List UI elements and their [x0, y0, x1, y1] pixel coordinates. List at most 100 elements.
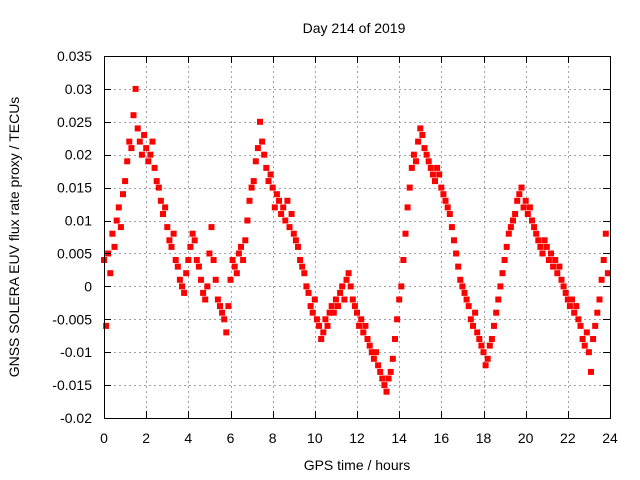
data-point — [480, 349, 487, 356]
data-point — [324, 322, 331, 329]
data-point — [244, 217, 251, 224]
y-tick-labels: -0.02 -0.015 -0.01 -0.005 0 0.005 0.01 0.015 0.0… — [52, 48, 92, 426]
data-point — [493, 309, 500, 316]
data-point — [217, 303, 223, 310]
data-point — [569, 296, 575, 303]
data-point — [535, 237, 542, 244]
data-point — [259, 138, 266, 145]
x-axis-label: GPS time / hours — [304, 457, 411, 473]
data-point — [524, 211, 531, 217]
data-point — [491, 322, 497, 329]
data-point — [227, 276, 234, 283]
data-point — [602, 230, 609, 237]
data-point — [166, 237, 173, 244]
data-point — [282, 217, 289, 224]
data-point — [507, 224, 514, 231]
data-point — [176, 276, 183, 283]
data-point — [198, 276, 204, 283]
data-point — [368, 349, 375, 356]
data-point — [214, 296, 221, 303]
axis-ticks — [104, 56, 611, 419]
data-point — [482, 362, 489, 369]
data-point — [276, 197, 282, 204]
y-tick-label: 0.005 — [57, 245, 92, 261]
data-point — [189, 230, 196, 237]
data-point — [242, 237, 249, 244]
data-point — [583, 329, 590, 336]
data-point — [370, 355, 377, 362]
data-point — [381, 382, 388, 389]
data-point — [486, 342, 493, 349]
data-point — [377, 368, 384, 375]
data-point — [427, 164, 434, 171]
data-points — [101, 85, 611, 395]
data-point — [115, 204, 122, 211]
data-point — [231, 263, 238, 270]
y-tick-label: 0.03 — [65, 81, 92, 97]
data-point — [345, 270, 352, 277]
data-point — [354, 309, 360, 316]
data-point — [432, 178, 438, 185]
data-point — [246, 197, 253, 204]
data-point — [143, 145, 150, 152]
data-point — [339, 283, 346, 290]
data-point — [453, 250, 460, 257]
data-point — [187, 243, 194, 250]
data-point — [410, 151, 417, 158]
data-point — [136, 138, 143, 145]
data-point — [309, 309, 316, 316]
data-point — [404, 204, 411, 211]
data-point — [343, 276, 350, 283]
data-point — [448, 224, 455, 231]
data-point — [267, 171, 274, 178]
data-point — [364, 336, 371, 342]
data-point — [600, 257, 607, 263]
data-point — [476, 336, 483, 342]
data-point — [206, 250, 213, 257]
data-point — [434, 164, 441, 171]
data-point — [558, 276, 565, 283]
data-point — [423, 151, 430, 158]
data-point — [406, 184, 413, 191]
x-tick-label: 24 — [602, 430, 618, 446]
data-point — [332, 296, 339, 303]
data-point — [419, 132, 426, 138]
x-tick-label: 6 — [227, 430, 235, 446]
data-point — [421, 145, 428, 152]
data-point — [162, 204, 169, 211]
data-point — [545, 257, 552, 263]
data-point — [503, 243, 510, 250]
data-point — [455, 263, 462, 270]
data-point — [335, 303, 341, 310]
data-point — [415, 138, 422, 145]
x-tick-label: 14 — [391, 430, 407, 446]
data-point — [470, 322, 476, 329]
data-point — [107, 270, 114, 277]
data-point — [103, 322, 110, 329]
data-point — [269, 184, 276, 191]
data-point — [128, 145, 135, 152]
data-point — [501, 257, 508, 263]
x-tick-label: 20 — [518, 430, 534, 446]
data-point — [533, 230, 540, 237]
data-point — [472, 309, 479, 316]
data-point — [478, 342, 485, 349]
data-point — [286, 224, 293, 231]
data-point — [124, 158, 131, 165]
data-point — [261, 151, 268, 158]
data-point — [438, 184, 445, 191]
data-point — [562, 289, 569, 296]
x-tick-labels: 0 2 4 6 8 10 12 14 16 18 20 22 24 — [100, 430, 618, 446]
y-tick-label: 0.015 — [57, 180, 92, 196]
data-point — [109, 230, 116, 237]
data-point — [451, 237, 457, 244]
data-point — [225, 303, 232, 310]
data-point — [330, 309, 337, 316]
data-point — [467, 316, 474, 323]
data-point — [278, 211, 285, 217]
data-point — [271, 204, 278, 211]
data-point — [111, 243, 118, 250]
data-point — [579, 336, 586, 342]
data-point — [358, 316, 365, 323]
